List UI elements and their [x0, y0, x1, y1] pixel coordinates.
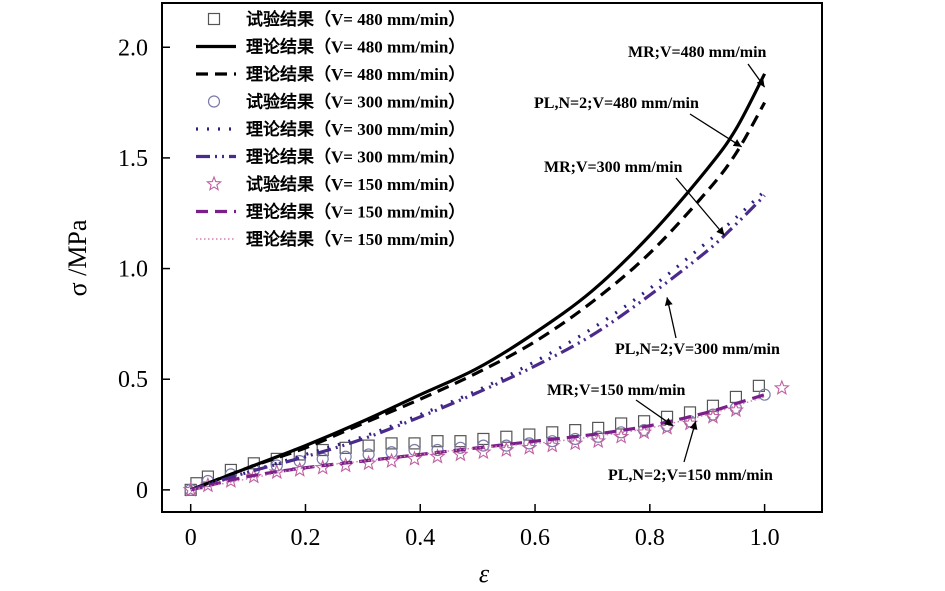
data-point [477, 439, 490, 452]
legend-item: 理论结果（V= 150 mm/min） [196, 202, 465, 222]
legend-label: 理论结果（V= 300 mm/min） [246, 119, 465, 139]
annotation-label: PL,N=2;V=300 mm/min [615, 341, 780, 358]
y-tick-label: 0 [136, 478, 148, 504]
data-point [452, 445, 469, 462]
legend-label: 理论结果（V= 480 mm/min） [246, 64, 465, 84]
annotation-label: MR;V=150 mm/min [547, 382, 686, 399]
legend-item: 试验结果（V= 480 mm/min） [207, 9, 465, 29]
annotation-label: PL,N=2;V=150 mm/min [608, 467, 773, 484]
data-point [590, 432, 607, 449]
x-tick-label: 0.6 [520, 525, 550, 551]
data-point [546, 435, 559, 448]
annotation-arrow [683, 421, 698, 463]
legend-label: 理论结果（V= 150 mm/min） [246, 229, 465, 249]
annotation-label: MR;V=300 mm/min [544, 159, 683, 176]
data-point [339, 441, 352, 454]
plot-frame [161, 2, 823, 513]
annotation-arrow [689, 113, 743, 148]
series-3 [190, 101, 767, 492]
data-point [523, 437, 536, 450]
legend-item: 理论结果（V= 480 mm/min） [196, 37, 465, 57]
data-point [270, 459, 283, 472]
series-2 [190, 73, 767, 492]
data-point [245, 468, 262, 484]
data-point [431, 435, 444, 448]
legend-marker [207, 95, 221, 108]
data-point [592, 430, 605, 443]
legend-item: 试验结果（V= 300 mm/min） [207, 92, 465, 112]
y-axis-label: σ /MPa [63, 219, 92, 296]
data-point [408, 437, 421, 450]
annotation-arrow [664, 297, 677, 339]
data-point [567, 434, 584, 451]
annotation-label: MR;V=480 mm/min [628, 44, 767, 61]
data-point [385, 437, 398, 450]
data-point [268, 463, 285, 480]
data-point [727, 401, 745, 418]
series-6 [190, 194, 766, 492]
data-point [408, 443, 421, 457]
annotation-arrow [747, 63, 766, 88]
data-point [521, 439, 538, 455]
legend-item: 理论结果（V= 480 mm/min） [196, 64, 465, 84]
legend-item: 理论结果（V= 300 mm/min） [196, 147, 465, 167]
x-tick-label: 0.4 [405, 525, 435, 551]
data-point [429, 448, 446, 464]
legend-label: 理论结果（V= 300 mm/min） [246, 147, 465, 167]
data-point [362, 439, 375, 452]
data-point [454, 441, 467, 454]
x-tick-label: 1.0 [750, 525, 780, 551]
annotation-arrow [635, 399, 674, 427]
data-point [475, 443, 492, 460]
series-line [190, 73, 767, 492]
data-point [704, 408, 722, 424]
series-9 [190, 396, 765, 491]
y-tick-label: 1.5 [118, 146, 148, 172]
data-point [477, 432, 490, 446]
legend-item: 理论结果（V= 150 mm/min） [196, 229, 465, 249]
legend-label: 理论结果（V= 150 mm/min） [246, 202, 465, 222]
data-point [569, 432, 582, 446]
x-axis-label: ε [479, 559, 490, 588]
legend-marker [205, 175, 223, 191]
x-tick-label: 0.8 [635, 525, 665, 551]
annotation-label: PL,N=2;V=480 mm/min [534, 95, 699, 112]
data-point [758, 388, 771, 401]
legend-label: 理论结果（V= 480 mm/min） [246, 37, 465, 57]
x-tick-label: 0 [185, 525, 197, 551]
legend-item: 试验结果（V= 150 mm/min） [205, 174, 465, 194]
data-point [498, 441, 515, 457]
y-tick-label: 2.0 [118, 35, 148, 61]
series-line [190, 396, 765, 491]
data-point [752, 379, 765, 392]
legend-label: 试验结果（V= 300 mm/min） [246, 92, 465, 112]
legend-label: 试验结果（V= 480 mm/min） [246, 9, 465, 29]
data-point [385, 446, 398, 459]
data-point [431, 443, 444, 457]
annotation-arrow [675, 177, 725, 236]
data-point [454, 435, 467, 448]
x-tick-label: 0.2 [290, 525, 320, 551]
data-point [773, 379, 790, 395]
y-tick-label: 0.5 [118, 367, 148, 393]
data-point [544, 437, 561, 453]
data-point [406, 450, 423, 466]
data-point [613, 428, 630, 444]
legend-label: 试验结果（V= 150 mm/min） [246, 174, 465, 194]
series-line [190, 194, 766, 492]
legend-item: 理论结果（V= 300 mm/min） [196, 119, 465, 139]
legend-marker [207, 12, 221, 26]
y-tick-label: 1.0 [118, 257, 148, 283]
series-line [190, 101, 767, 492]
